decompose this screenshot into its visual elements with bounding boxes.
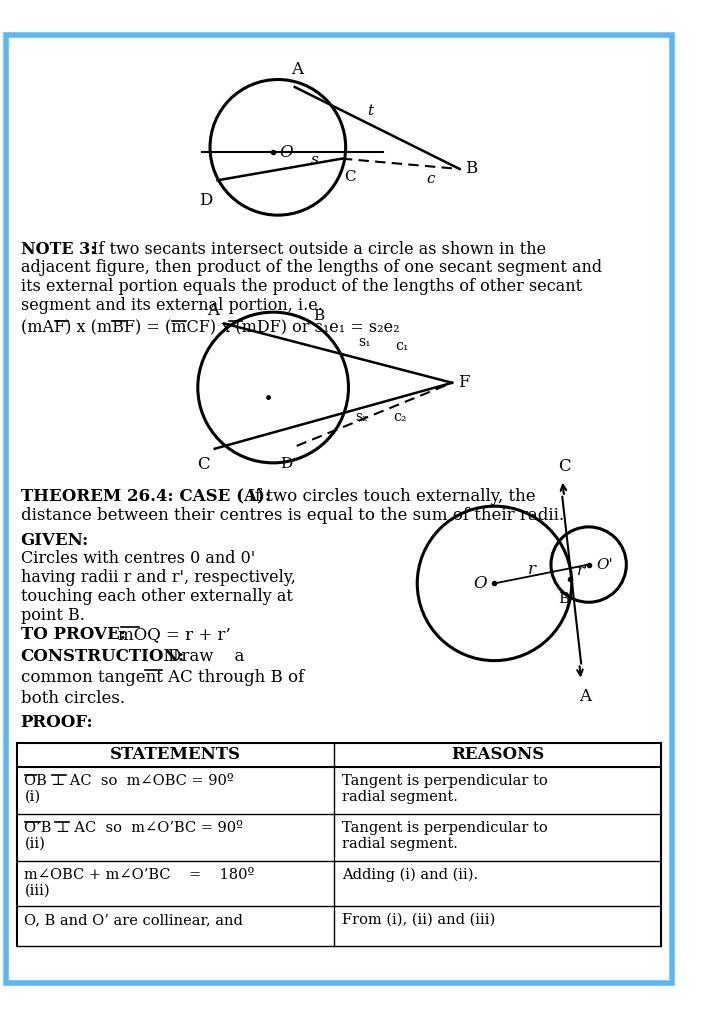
Text: r': r': [577, 564, 589, 578]
Text: s₂: s₂: [356, 410, 369, 423]
Text: D: D: [199, 191, 213, 209]
Text: s₁: s₁: [358, 335, 371, 348]
Text: Draw    a: Draw a: [168, 648, 244, 666]
Text: Circles with centres 0 and 0': Circles with centres 0 and 0': [21, 551, 255, 567]
Text: segment and its external portion, i.e.: segment and its external portion, i.e.: [21, 297, 323, 315]
Text: common tangent AC through B of: common tangent AC through B of: [21, 669, 304, 686]
Text: A: A: [579, 688, 591, 704]
Text: REASONS: REASONS: [451, 746, 544, 764]
FancyBboxPatch shape: [6, 36, 672, 982]
Text: STATEMENTS: STATEMENTS: [110, 746, 241, 764]
Text: touching each other externally at: touching each other externally at: [21, 588, 292, 605]
Text: C: C: [343, 170, 356, 184]
Text: distance between their centres is equal to the sum of their radii.: distance between their centres is equal …: [21, 507, 564, 524]
Text: O': O': [596, 558, 613, 571]
Text: PROOF:: PROOF:: [21, 715, 94, 731]
Text: adjacent figure, then product of the lengths of one secant segment and: adjacent figure, then product of the len…: [21, 260, 602, 277]
Text: Tangent is perpendicular to
radial segment.: Tangent is perpendicular to radial segme…: [342, 821, 548, 851]
Text: D: D: [280, 457, 292, 471]
Text: c: c: [427, 172, 435, 186]
Text: TO PROVE:: TO PROVE:: [21, 626, 125, 642]
Text: r: r: [528, 561, 536, 578]
Text: F: F: [458, 375, 469, 391]
Text: If two circles touch externally, the: If two circles touch externally, the: [243, 489, 536, 505]
Text: m∠OBC + m∠O’BC    =    180º
(iii): m∠OBC + m∠O’BC = 180º (iii): [24, 868, 255, 898]
Text: t: t: [367, 104, 373, 118]
Text: c₁: c₁: [395, 339, 409, 353]
Text: c₂: c₂: [393, 410, 407, 423]
Text: CONSTRUCTION:: CONSTRUCTION:: [21, 648, 185, 666]
Text: Tangent is perpendicular to
radial segment.: Tangent is perpendicular to radial segme…: [342, 774, 548, 804]
Text: B: B: [559, 591, 570, 606]
Text: mOQ = r + r’: mOQ = r + r’: [118, 626, 230, 642]
Text: O, B and O’ are collinear, and: O, B and O’ are collinear, and: [24, 913, 243, 927]
Text: B: B: [465, 161, 477, 177]
Text: its external portion equals the product of the lengths of other secant: its external portion equals the product …: [21, 278, 582, 295]
Text: both circles.: both circles.: [21, 690, 125, 706]
Text: point B.: point B.: [21, 607, 84, 624]
Text: From (i), (ii) and (iii): From (i), (ii) and (iii): [342, 913, 495, 927]
Text: O’B ⊥ AC  so  m∠O’BC = 90º
(ii): O’B ⊥ AC so m∠O’BC = 90º (ii): [24, 821, 243, 851]
Text: A: A: [207, 301, 220, 319]
Text: s: s: [311, 154, 319, 167]
Text: GIVEN:: GIVEN:: [21, 531, 89, 549]
Text: B: B: [312, 309, 324, 324]
Text: having radii r and r', respectively,: having radii r and r', respectively,: [21, 569, 296, 586]
Text: NOTE 3:: NOTE 3:: [21, 240, 96, 258]
Text: O: O: [473, 575, 487, 591]
Text: If two secants intersect outside a circle as shown in the: If two secants intersect outside a circl…: [92, 240, 546, 258]
Text: O: O: [280, 144, 293, 161]
Text: C: C: [197, 456, 210, 473]
Text: THEOREM 26.4: CASE (A):: THEOREM 26.4: CASE (A):: [21, 489, 271, 505]
Text: Adding (i) and (ii).: Adding (i) and (ii).: [342, 868, 478, 883]
Text: C: C: [558, 458, 570, 475]
Text: OB ⊥ AC  so  m∠OBC = 90º
(i): OB ⊥ AC so m∠OBC = 90º (i): [24, 774, 234, 804]
Text: A: A: [291, 61, 302, 77]
Text: (mAF) x (mBF) = (mCF) x (mDF) or s₁e₁ = s₂e₂: (mAF) x (mBF) = (mCF) x (mDF) or s₁e₁ = …: [21, 320, 400, 337]
